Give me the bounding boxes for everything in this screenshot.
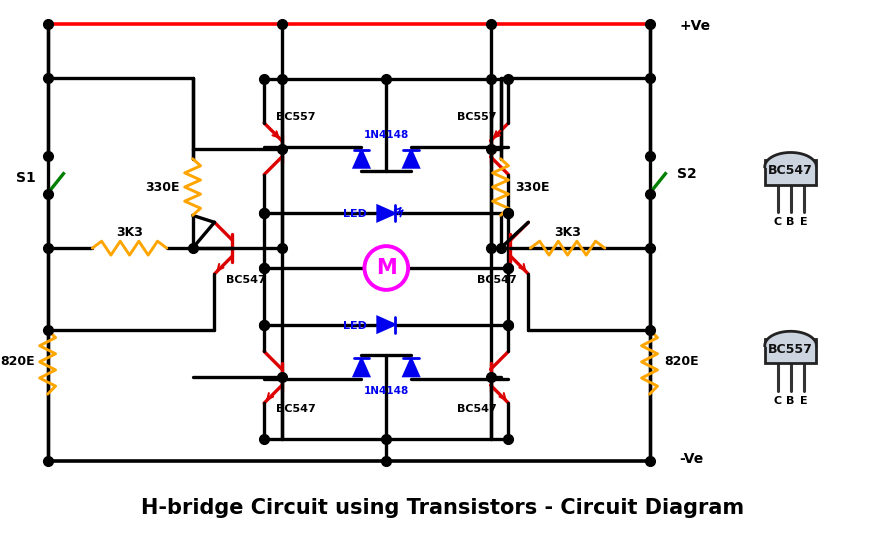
Text: LED: LED — [342, 209, 366, 219]
Text: +Ve: +Ve — [679, 19, 709, 33]
Polygon shape — [353, 150, 369, 168]
Text: E: E — [799, 217, 806, 227]
Text: 330E: 330E — [515, 180, 549, 193]
Polygon shape — [403, 150, 419, 168]
Text: BC547: BC547 — [457, 404, 496, 414]
Circle shape — [364, 246, 407, 290]
Text: BC547: BC547 — [476, 275, 516, 285]
Text: 820E: 820E — [663, 355, 698, 368]
Text: 1N4148: 1N4148 — [363, 130, 408, 140]
Text: 3K3: 3K3 — [116, 226, 143, 239]
Text: BC557: BC557 — [767, 343, 812, 356]
Text: B: B — [786, 396, 794, 406]
Text: LED: LED — [342, 321, 366, 331]
Text: 3K3: 3K3 — [553, 226, 580, 239]
Text: S2: S2 — [677, 166, 696, 180]
Text: 1N4148: 1N4148 — [363, 386, 408, 396]
Text: C: C — [773, 396, 781, 406]
Text: C: C — [773, 217, 781, 227]
Text: H-bridge Circuit using Transistors - Circuit Diagram: H-bridge Circuit using Transistors - Cir… — [141, 498, 744, 518]
FancyBboxPatch shape — [764, 339, 816, 364]
Text: BC547: BC547 — [276, 404, 315, 414]
Text: E: E — [799, 396, 806, 406]
Text: 820E: 820E — [1, 355, 35, 368]
Text: BC557: BC557 — [276, 112, 315, 122]
Polygon shape — [377, 206, 395, 221]
Polygon shape — [353, 358, 369, 376]
Text: BC547: BC547 — [767, 164, 812, 177]
FancyBboxPatch shape — [764, 160, 816, 185]
Text: -Ve: -Ve — [679, 452, 702, 466]
Polygon shape — [403, 358, 419, 376]
Text: M: M — [376, 258, 396, 278]
Text: S1: S1 — [16, 171, 36, 185]
Text: B: B — [786, 217, 794, 227]
Text: BC547: BC547 — [227, 275, 266, 285]
Text: 330E: 330E — [146, 180, 180, 193]
Text: BC557: BC557 — [457, 112, 496, 122]
Polygon shape — [377, 317, 395, 332]
